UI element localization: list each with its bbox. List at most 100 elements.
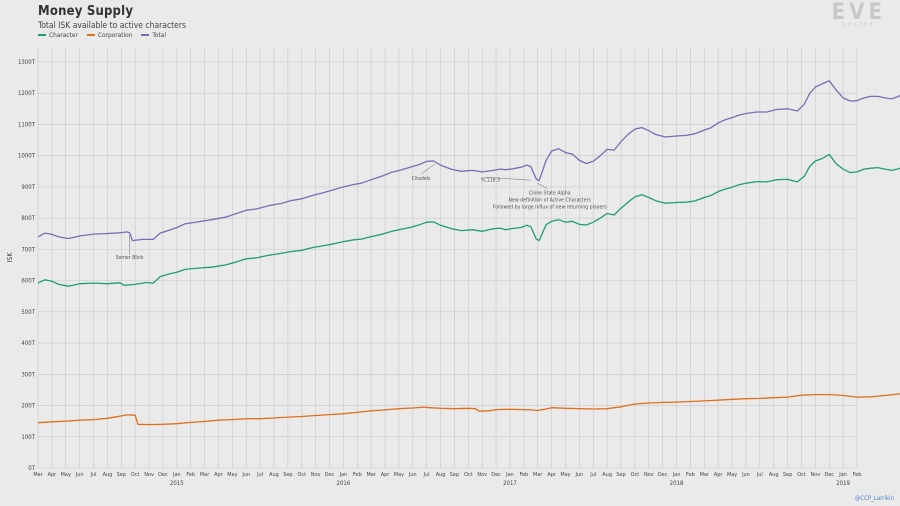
x-tick-label: Nov <box>144 472 154 478</box>
x-tick-label: Dec <box>824 472 834 478</box>
x-tick-label: Aug <box>436 472 446 478</box>
x-tick-label: Jun <box>575 472 584 478</box>
annotation-text-yc118: YC118.3 <box>481 177 500 183</box>
x-year-label: 2018 <box>670 480 684 487</box>
x-tick-label: Apr <box>714 472 724 478</box>
x-tick-label: Mar <box>200 472 210 478</box>
annotation-line <box>485 177 531 181</box>
logo-main-text: EVE <box>831 0 886 25</box>
x-tick-label: Jan <box>838 472 847 478</box>
legend-label-corporation: Corporation <box>97 31 133 39</box>
annotations: Somer Blink Citadels YC118.3 Clone State Al… <box>116 163 608 261</box>
x-tick-label: Apr <box>48 472 58 478</box>
x-tick-label: Oct <box>797 472 806 478</box>
y-tick-label: 100T <box>21 434 35 441</box>
x-tick-label: Oct <box>297 472 306 478</box>
x-tick-label: Nov <box>477 472 487 478</box>
x-tick-label: Jul <box>589 472 596 478</box>
x-tick-label: Apr <box>547 472 557 478</box>
x-tick-label: Sep <box>616 472 625 478</box>
annotation-text-citadels: Citadels <box>412 176 431 182</box>
y-tick-label: 300T <box>21 371 35 378</box>
x-tick-label: Jan <box>505 472 514 478</box>
annotation-text-clone: Clone State Alpha <box>529 191 571 197</box>
x-tick-label: Jun <box>75 472 84 478</box>
series-line-corporation <box>37 393 900 426</box>
x-tick-label: May <box>727 472 737 478</box>
x-tick-label: Aug <box>769 472 779 478</box>
annotation-line <box>537 183 548 189</box>
x-tick-label: May <box>61 472 71 478</box>
legend-label-character: Character <box>49 31 78 39</box>
x-tick-label: Jun <box>241 472 250 478</box>
y-tick-label: 200T <box>21 403 35 410</box>
y-gridlines: 0T 100T 200T 300T 400T 500T 600T 700T 800T 900T 10… <box>18 59 857 472</box>
x-tick-label: Jan <box>172 472 181 478</box>
x-tick-label: Dec <box>491 472 501 478</box>
x-tick-label: Feb <box>186 472 195 478</box>
legend-item-corporation: Corporation <box>86 31 133 39</box>
x-tick-label: Dec <box>325 472 335 478</box>
x-tick-label: Jun <box>741 472 750 478</box>
x-tick-label: Mar <box>366 472 376 478</box>
x-gridlines <box>37 48 858 468</box>
annotation-line <box>420 163 436 175</box>
x-tick-label: Oct <box>631 472 640 478</box>
y-tick-label: 500T <box>21 309 35 316</box>
legend-swatch-total <box>141 34 150 36</box>
x-tick-label: May <box>227 472 237 478</box>
x-tick-label: Mar <box>33 472 43 478</box>
legend-swatch-character <box>38 34 46 36</box>
x-tick-label: May <box>394 472 404 478</box>
x-tick-label: Mar <box>700 472 710 478</box>
series-line-total <box>37 80 900 242</box>
x-tick-label: Aug <box>269 472 279 478</box>
x-tick-label: Feb <box>353 472 362 478</box>
eve-online-logo: EVE ONLINE <box>831 0 886 29</box>
x-year-label: 2015 <box>170 480 184 487</box>
x-tick-label: Apr <box>381 472 391 478</box>
chart-subtitle: Total ISK available to active characters <box>38 21 187 31</box>
x-tick-label: May <box>560 472 570 478</box>
x-tick-label: Oct <box>131 472 140 478</box>
x-tick-label: Aug <box>602 472 612 478</box>
x-tick-label: Feb <box>853 472 862 478</box>
y-tick-label: 700T <box>21 246 35 253</box>
x-year-label: 2017 <box>503 480 517 487</box>
x-tick-label: Sep <box>783 472 792 478</box>
x-tick-label: Feb <box>686 472 695 478</box>
author-credit: @CCP_Larrikin <box>854 495 894 502</box>
y-tick-label: 900T <box>21 184 35 191</box>
logo-sub-text: ONLINE <box>841 22 877 28</box>
x-tick-labels: Mar Apr May Jun Jul Aug Sep Oct Nov Dec Jan Feb Mar A… <box>33 472 861 487</box>
x-tick-label: Nov <box>811 472 821 478</box>
x-tick-label: Sep <box>283 472 292 478</box>
x-year-label: 2019 <box>836 480 850 487</box>
chart-legend: Character Corporation Total <box>38 31 166 39</box>
y-tick-label: 1200T <box>18 90 36 97</box>
x-tick-label: Sep <box>450 472 459 478</box>
annotation-text-clone: Followed by large influx of new returnin… <box>493 205 608 211</box>
chart-title: Money Supply <box>38 4 134 19</box>
series-line-character <box>37 153 900 287</box>
x-tick-label: Jun <box>408 472 417 478</box>
x-tick-label: Jul <box>256 472 263 478</box>
annotation-text-somer: Somer Blink <box>116 255 144 261</box>
legend-swatch-corporation <box>86 34 95 36</box>
x-tick-label: Jan <box>672 472 681 478</box>
x-tick-label: Nov <box>311 472 321 478</box>
annotation-text-clone: New definition of Active Characters <box>508 198 591 204</box>
y-axis-label: ISK <box>6 252 14 263</box>
x-tick-label: Dec <box>658 472 668 478</box>
y-tick-label: 1100T <box>18 121 36 128</box>
x-tick-label: Nov <box>644 472 654 478</box>
x-tick-label: Aug <box>103 472 113 478</box>
x-tick-label: Mar <box>533 472 543 478</box>
x-tick-label: Feb <box>519 472 528 478</box>
x-tick-label: Sep <box>117 472 126 478</box>
y-tick-label: 400T <box>21 340 35 347</box>
x-tick-label: Jul <box>90 472 97 478</box>
legend-item-total: Total <box>141 31 166 39</box>
legend-item-character: Character <box>38 31 78 39</box>
